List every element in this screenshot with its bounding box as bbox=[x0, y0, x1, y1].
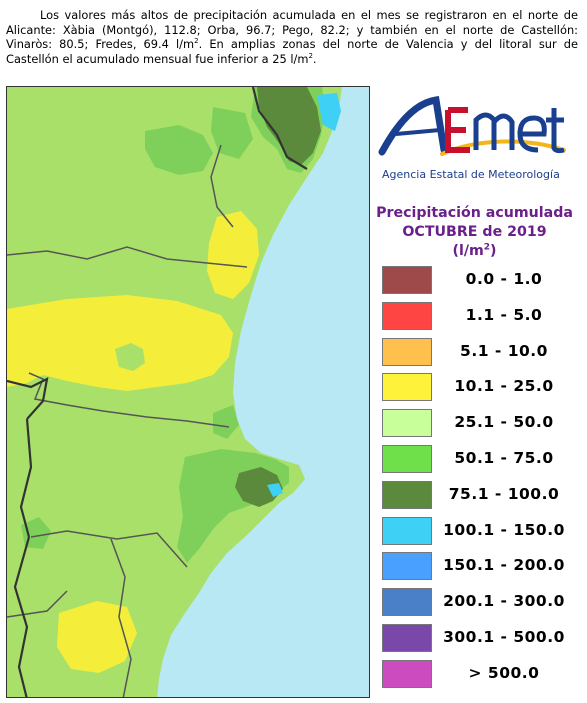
legend-units-exponent: 2 bbox=[483, 242, 491, 253]
land-area bbox=[7, 87, 342, 697]
zone-25-50-west-inset bbox=[115, 343, 145, 371]
legend-label: 5.1 - 10.0 bbox=[460, 341, 548, 360]
legend-item: 5.1 - 10.0 bbox=[382, 336, 582, 372]
legend-item: 1.1 - 5.0 bbox=[382, 300, 582, 336]
intro-text-2: . En amplias zonas del norte de Valencia… bbox=[6, 37, 578, 66]
legend-swatch bbox=[382, 444, 432, 473]
aemet-logo-mark bbox=[378, 96, 566, 156]
legend-label: 25.1 - 50.0 bbox=[454, 413, 554, 432]
intro-exponent-1: 2 bbox=[194, 37, 199, 46]
legend-units-prefix: (l/m bbox=[452, 243, 484, 259]
legend-swatch bbox=[382, 301, 432, 330]
legend-label: 0.0 - 1.0 bbox=[465, 270, 543, 288]
legend-item: 100.1 - 150.0 bbox=[382, 515, 582, 551]
legend-label: 300.1 - 500.0 bbox=[443, 627, 565, 646]
legend-title-line1: Precipitación acumulada bbox=[376, 205, 573, 221]
legend-swatch bbox=[382, 373, 432, 402]
legend: 0.0 - 1.0 1.1 - 5.0 5.1 - 10.0 10.1 - 25… bbox=[382, 264, 582, 694]
legend-swatch bbox=[382, 552, 432, 581]
legend-units: (l/m2) bbox=[372, 242, 577, 261]
zone-75-100-north bbox=[257, 87, 321, 165]
zone-10-25-west bbox=[7, 295, 233, 391]
legend-units-suffix: ) bbox=[490, 243, 497, 259]
aemet-logo bbox=[378, 94, 568, 186]
legend-swatch bbox=[382, 337, 432, 366]
precipitation-map bbox=[6, 86, 370, 698]
legend-swatch bbox=[382, 623, 432, 652]
legend-title-line2: OCTUBRE de 2019 bbox=[402, 224, 547, 240]
legend-item: 50.1 - 75.0 bbox=[382, 443, 582, 479]
legend-item: 300.1 - 500.0 bbox=[382, 622, 582, 658]
legend-swatch bbox=[382, 659, 432, 688]
legend-label: 10.1 - 25.0 bbox=[454, 377, 554, 396]
legend-item: 75.1 - 100.0 bbox=[382, 479, 582, 515]
zone-10-25-south bbox=[57, 601, 137, 673]
zone-100-150-north bbox=[317, 93, 341, 131]
legend-item: 150.1 - 200.0 bbox=[382, 550, 582, 586]
legend-label: 200.1 - 300.0 bbox=[443, 592, 565, 611]
agency-name: Agencia Estatal de Meteorología bbox=[382, 168, 560, 181]
zone-50-75-north-west bbox=[145, 125, 213, 175]
legend-item: 25.1 - 50.0 bbox=[382, 407, 582, 443]
zone-10-25-center-north bbox=[207, 211, 259, 299]
legend-item: 10.1 - 25.0 bbox=[382, 371, 582, 407]
legend-title: Precipitación acumulada OCTUBRE de 2019 … bbox=[372, 204, 577, 261]
legend-item: 200.1 - 300.0 bbox=[382, 586, 582, 622]
legend-label: 100.1 - 150.0 bbox=[443, 520, 565, 539]
legend-item: > 500.0 bbox=[382, 658, 582, 694]
legend-swatch bbox=[382, 266, 432, 294]
intro-text-3: . bbox=[312, 51, 317, 66]
zone-100-150-south bbox=[267, 483, 283, 497]
legend-swatch bbox=[382, 516, 432, 545]
legend-label: 50.1 - 75.0 bbox=[454, 448, 554, 467]
legend-label: 1.1 - 5.0 bbox=[465, 305, 543, 324]
intro-text-1: Los valores más altos de precipitación a… bbox=[6, 8, 578, 52]
region-border bbox=[7, 87, 308, 697]
map-canvas bbox=[7, 87, 369, 697]
legend-label: 75.1 - 100.0 bbox=[448, 484, 560, 503]
zone-75-100-south bbox=[235, 467, 283, 507]
intro-paragraph: Los valores más altos de precipitación a… bbox=[6, 8, 578, 66]
zone-50-75-north-2 bbox=[211, 107, 253, 159]
legend-item: 0.0 - 1.0 bbox=[382, 264, 582, 300]
legend-label: > 500.0 bbox=[468, 663, 540, 682]
legend-swatch bbox=[382, 588, 432, 617]
legend-swatch bbox=[382, 409, 432, 438]
legend-swatch bbox=[382, 480, 432, 509]
legend-label: 150.1 - 200.0 bbox=[443, 556, 565, 575]
zone-50-75-west bbox=[213, 405, 239, 439]
intro-exponent-2: 2 bbox=[308, 51, 313, 60]
